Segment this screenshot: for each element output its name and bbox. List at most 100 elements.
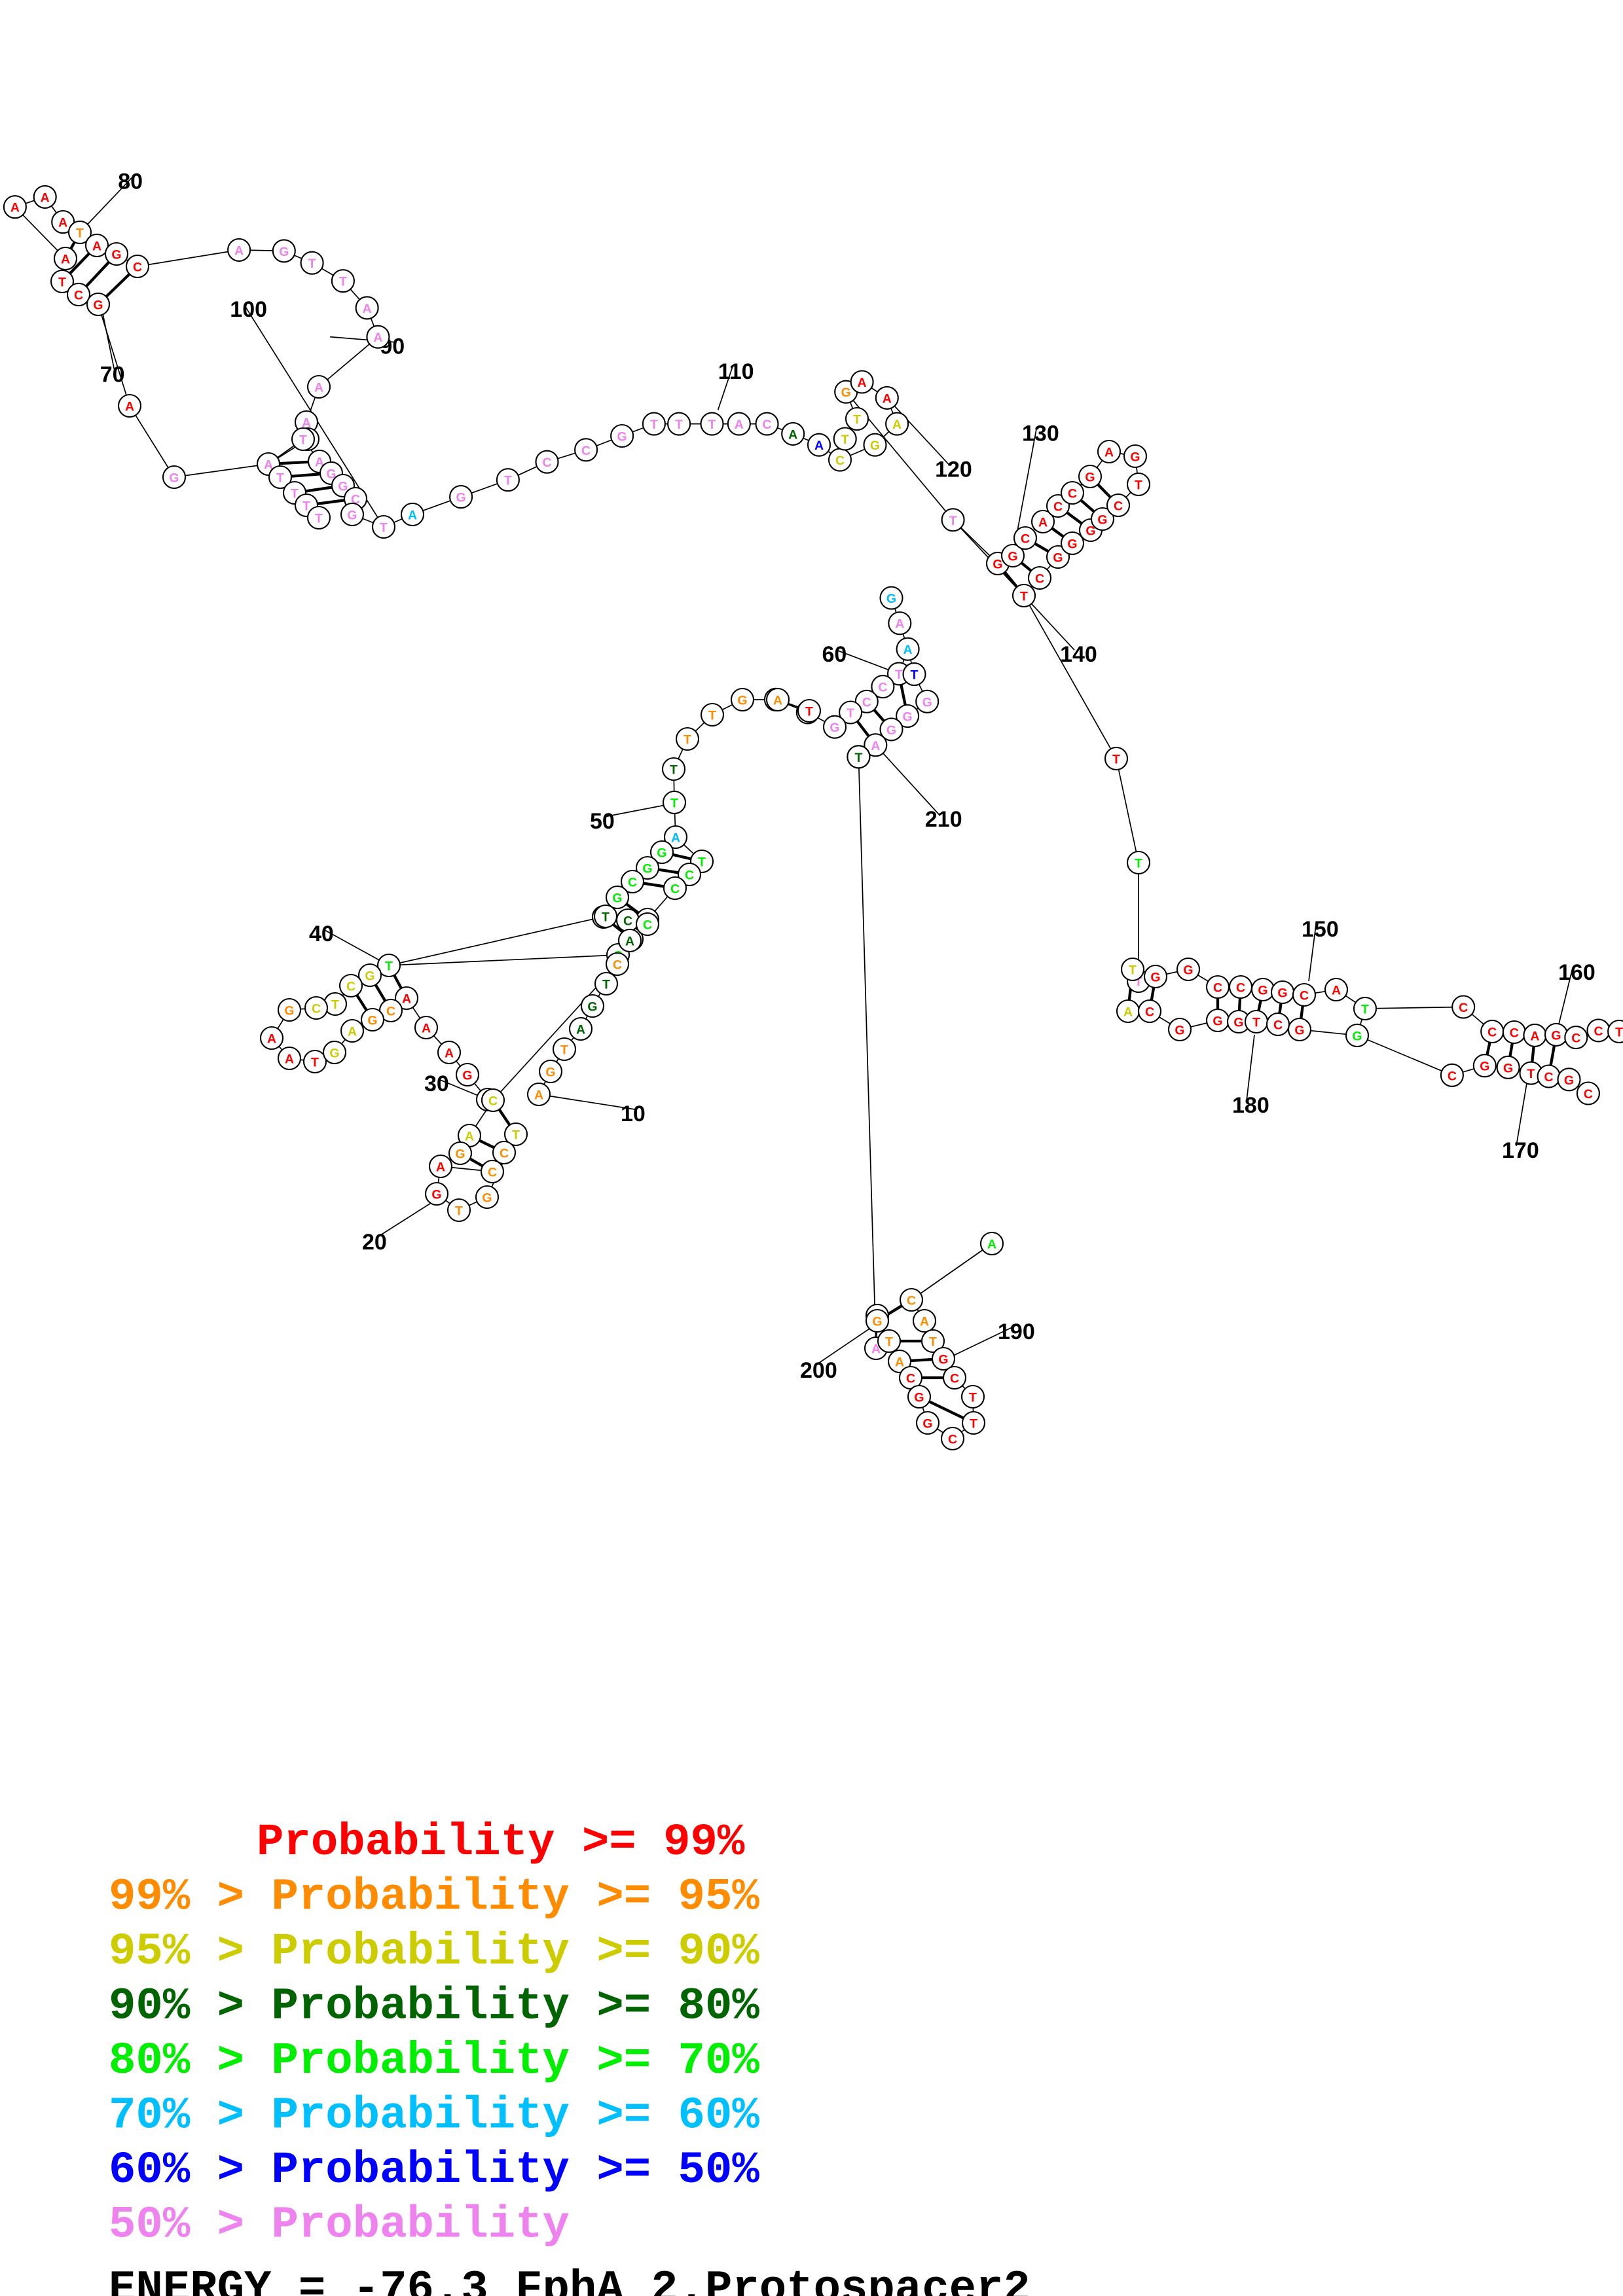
svg-text:G: G xyxy=(1277,986,1287,1001)
svg-text:C: C xyxy=(1114,499,1123,514)
svg-text:T: T xyxy=(847,706,854,721)
svg-text:A: A xyxy=(61,253,70,267)
svg-text:C: C xyxy=(643,918,652,933)
svg-text:G: G xyxy=(612,891,622,906)
svg-text:C: C xyxy=(1035,572,1044,586)
svg-text:T: T xyxy=(708,418,716,432)
svg-text:200: 200 xyxy=(800,1358,837,1383)
svg-text:A: A xyxy=(671,831,680,846)
svg-text:T: T xyxy=(455,1204,463,1219)
svg-text:G: G xyxy=(456,491,466,505)
svg-text:G: G xyxy=(329,1047,339,1061)
svg-text:T: T xyxy=(854,751,862,765)
svg-text:80% > Probability >= 70%: 80% > Probability >= 70% xyxy=(109,2036,759,2087)
svg-text:G: G xyxy=(642,862,652,876)
svg-text:A: A xyxy=(576,1023,585,1037)
svg-text:C: C xyxy=(500,1147,509,1161)
svg-text:C: C xyxy=(1594,1024,1603,1039)
svg-text:99% > Probability >= 95%: 99% > Probability >= 95% xyxy=(109,1872,759,1923)
svg-text:T: T xyxy=(308,257,316,271)
svg-text:T: T xyxy=(1129,963,1137,978)
svg-text:20: 20 xyxy=(362,1230,387,1255)
svg-text:G: G xyxy=(111,248,121,262)
svg-text:C: C xyxy=(1053,500,1063,514)
svg-text:G: G xyxy=(482,1191,492,1206)
svg-text:G: G xyxy=(830,721,839,735)
svg-text:T: T xyxy=(602,978,610,992)
svg-text:G: G xyxy=(914,1391,924,1405)
svg-text:130: 130 xyxy=(1022,422,1059,446)
svg-text:210: 210 xyxy=(925,807,962,832)
svg-text:50: 50 xyxy=(590,809,615,834)
svg-text:G: G xyxy=(1551,1028,1561,1043)
svg-text:T: T xyxy=(675,418,683,432)
svg-text:A: A xyxy=(422,1022,431,1036)
svg-text:80: 80 xyxy=(118,170,143,194)
svg-text:A: A xyxy=(1332,984,1341,998)
svg-text:G: G xyxy=(1130,450,1140,465)
svg-text:30: 30 xyxy=(424,1071,449,1096)
svg-text:G: G xyxy=(462,1069,472,1083)
svg-text:G: G xyxy=(1352,1030,1362,1044)
svg-text:A: A xyxy=(1530,1029,1539,1043)
svg-text:T: T xyxy=(380,521,388,535)
svg-text:G: G xyxy=(284,1004,294,1018)
svg-text:C: C xyxy=(312,1002,321,1016)
svg-text:C: C xyxy=(950,1372,959,1386)
svg-text:T: T xyxy=(1020,590,1028,604)
svg-text:G: G xyxy=(1213,1014,1222,1029)
svg-text:T: T xyxy=(1112,753,1120,767)
svg-text:T: T xyxy=(969,1391,977,1405)
svg-text:Probability >= 99%: Probability >= 99% xyxy=(257,1817,745,1868)
svg-text:A: A xyxy=(408,509,417,523)
svg-text:95% > Probability >= 90%: 95% > Probability >= 90% xyxy=(109,1926,759,1977)
svg-text:G: G xyxy=(455,1147,465,1162)
svg-text:110: 110 xyxy=(718,359,754,384)
svg-text:T: T xyxy=(895,668,903,682)
svg-text:G: G xyxy=(841,386,851,400)
svg-text:C: C xyxy=(488,1094,498,1109)
svg-text:A: A xyxy=(892,418,902,432)
svg-text:C: C xyxy=(907,1294,916,1308)
svg-text:C: C xyxy=(1487,1026,1497,1040)
svg-text:A: A xyxy=(920,1315,929,1329)
svg-text:C: C xyxy=(1068,487,1077,501)
svg-text:A: A xyxy=(41,190,50,205)
svg-text:70: 70 xyxy=(100,363,125,387)
svg-text:C: C xyxy=(581,444,591,458)
svg-text:C: C xyxy=(948,1433,957,1447)
svg-text:120: 120 xyxy=(935,457,972,482)
svg-text:T: T xyxy=(698,855,706,870)
svg-text:G: G xyxy=(1175,1024,1184,1038)
svg-text:G: G xyxy=(1150,971,1160,985)
svg-text:C: C xyxy=(74,289,83,303)
svg-text:G: G xyxy=(737,694,747,708)
svg-text:G: G xyxy=(886,592,896,606)
svg-text:C: C xyxy=(835,454,845,468)
svg-text:C: C xyxy=(1236,981,1245,996)
svg-text:A: A xyxy=(903,643,913,657)
svg-text:G: G xyxy=(617,430,627,444)
svg-text:A: A xyxy=(402,992,411,1007)
svg-text:180: 180 xyxy=(1232,1093,1269,1118)
svg-text:C: C xyxy=(346,980,356,994)
svg-text:A: A xyxy=(363,302,372,316)
svg-text:T: T xyxy=(670,797,678,811)
svg-text:G: G xyxy=(1258,984,1267,998)
svg-text:G: G xyxy=(872,1315,882,1329)
svg-text:G: G xyxy=(1183,963,1193,978)
svg-text:C: C xyxy=(1584,1087,1593,1102)
svg-text:T: T xyxy=(76,226,84,241)
svg-text:A: A xyxy=(125,400,134,414)
svg-text:T: T xyxy=(315,512,323,526)
svg-text:C: C xyxy=(878,681,887,695)
svg-text:C: C xyxy=(133,260,142,275)
svg-text:G: G xyxy=(903,710,913,725)
svg-text:140: 140 xyxy=(1060,642,1097,667)
svg-text:G: G xyxy=(922,695,932,709)
svg-text:A: A xyxy=(858,376,867,390)
svg-text:C: C xyxy=(1448,1069,1457,1083)
svg-text:G: G xyxy=(1480,1060,1489,1074)
svg-text:T: T xyxy=(339,275,347,289)
svg-text:G: G xyxy=(1053,551,1063,565)
